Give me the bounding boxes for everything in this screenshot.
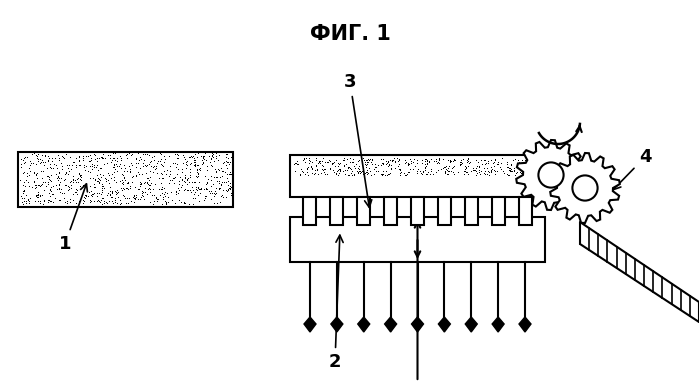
- Polygon shape: [331, 317, 343, 332]
- Polygon shape: [384, 317, 396, 332]
- Polygon shape: [550, 153, 620, 223]
- Polygon shape: [580, 222, 699, 322]
- Bar: [519, 197, 532, 225]
- Text: ФИГ. 1: ФИГ. 1: [310, 24, 391, 44]
- Bar: [290, 217, 545, 262]
- Polygon shape: [466, 317, 477, 332]
- Polygon shape: [412, 317, 424, 332]
- Text: 4: 4: [613, 148, 651, 190]
- Polygon shape: [438, 317, 450, 332]
- Text: 1: 1: [59, 184, 87, 253]
- Polygon shape: [517, 140, 586, 210]
- Bar: [330, 197, 343, 225]
- Bar: [492, 197, 505, 225]
- Bar: [438, 197, 452, 225]
- Polygon shape: [304, 317, 316, 332]
- Bar: [384, 197, 397, 225]
- Polygon shape: [519, 317, 531, 332]
- Bar: [18, 152, 233, 207]
- Polygon shape: [358, 317, 370, 332]
- Text: 3: 3: [344, 73, 372, 207]
- Bar: [411, 197, 424, 225]
- Bar: [356, 197, 370, 225]
- Bar: [465, 197, 478, 225]
- Circle shape: [538, 162, 563, 188]
- Bar: [303, 197, 316, 225]
- Text: 2: 2: [329, 235, 343, 371]
- Circle shape: [572, 175, 598, 201]
- Polygon shape: [492, 317, 504, 332]
- Bar: [290, 155, 545, 197]
